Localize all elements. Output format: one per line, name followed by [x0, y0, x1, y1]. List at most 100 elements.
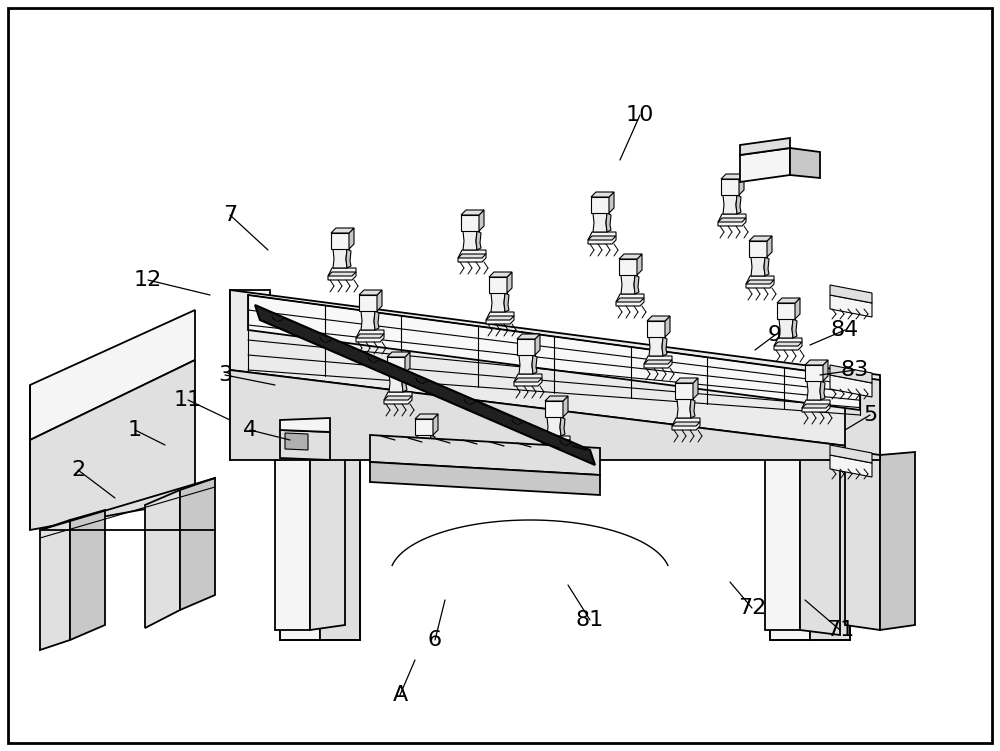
- Polygon shape: [792, 319, 797, 338]
- Polygon shape: [479, 210, 484, 231]
- Polygon shape: [328, 272, 356, 276]
- Polygon shape: [387, 357, 405, 373]
- Polygon shape: [647, 321, 665, 337]
- Polygon shape: [70, 510, 105, 640]
- Polygon shape: [377, 290, 382, 311]
- Polygon shape: [461, 210, 484, 215]
- Polygon shape: [767, 236, 772, 257]
- Text: 4: 4: [243, 420, 257, 440]
- Polygon shape: [662, 337, 667, 356]
- Polygon shape: [823, 360, 828, 381]
- Polygon shape: [830, 365, 872, 383]
- Polygon shape: [461, 215, 479, 231]
- Polygon shape: [230, 370, 880, 460]
- Polygon shape: [830, 295, 872, 317]
- Polygon shape: [721, 174, 744, 179]
- Polygon shape: [619, 259, 637, 275]
- Polygon shape: [145, 490, 180, 628]
- Polygon shape: [535, 334, 540, 355]
- Polygon shape: [458, 254, 486, 258]
- Polygon shape: [588, 236, 616, 240]
- Polygon shape: [405, 352, 410, 373]
- Polygon shape: [830, 445, 872, 463]
- Text: 3: 3: [218, 365, 232, 385]
- Polygon shape: [285, 433, 308, 450]
- Polygon shape: [634, 275, 639, 294]
- Polygon shape: [746, 276, 774, 288]
- Polygon shape: [649, 337, 663, 356]
- Polygon shape: [749, 236, 772, 241]
- Text: 84: 84: [831, 320, 859, 340]
- Polygon shape: [489, 277, 507, 293]
- Polygon shape: [384, 396, 412, 400]
- Polygon shape: [333, 249, 347, 268]
- Text: 83: 83: [841, 360, 869, 380]
- Polygon shape: [621, 275, 635, 294]
- Polygon shape: [331, 233, 349, 249]
- Polygon shape: [30, 360, 195, 530]
- Polygon shape: [310, 455, 345, 630]
- Polygon shape: [320, 460, 360, 640]
- Polygon shape: [736, 195, 741, 214]
- Polygon shape: [370, 435, 600, 475]
- Polygon shape: [489, 272, 512, 277]
- Text: 7: 7: [223, 205, 237, 225]
- Polygon shape: [647, 316, 670, 321]
- Polygon shape: [770, 460, 810, 640]
- Polygon shape: [504, 293, 509, 312]
- Polygon shape: [389, 373, 403, 392]
- Polygon shape: [40, 520, 70, 650]
- Polygon shape: [765, 455, 800, 630]
- Text: 2: 2: [71, 460, 85, 480]
- Polygon shape: [740, 138, 790, 155]
- Polygon shape: [542, 440, 570, 444]
- Polygon shape: [387, 352, 410, 357]
- Polygon shape: [180, 478, 215, 610]
- Polygon shape: [820, 381, 825, 400]
- Polygon shape: [415, 414, 438, 419]
- Polygon shape: [331, 228, 354, 233]
- Polygon shape: [328, 268, 356, 280]
- Polygon shape: [805, 365, 823, 381]
- Polygon shape: [774, 342, 802, 346]
- Polygon shape: [514, 378, 542, 382]
- Polygon shape: [507, 272, 512, 293]
- Polygon shape: [779, 319, 793, 338]
- Polygon shape: [593, 213, 607, 232]
- Polygon shape: [430, 435, 435, 454]
- Polygon shape: [802, 400, 830, 412]
- Polygon shape: [370, 462, 600, 495]
- Polygon shape: [517, 334, 540, 339]
- Polygon shape: [777, 298, 800, 303]
- Polygon shape: [723, 195, 737, 214]
- Polygon shape: [805, 360, 828, 365]
- Text: 12: 12: [134, 270, 162, 290]
- Polygon shape: [542, 436, 570, 448]
- Polygon shape: [880, 452, 915, 630]
- Polygon shape: [359, 295, 377, 311]
- Polygon shape: [616, 294, 644, 306]
- Polygon shape: [374, 311, 379, 330]
- Polygon shape: [830, 285, 872, 303]
- Polygon shape: [675, 378, 698, 383]
- Polygon shape: [644, 360, 672, 364]
- Polygon shape: [563, 396, 568, 417]
- Polygon shape: [486, 312, 514, 324]
- Polygon shape: [280, 418, 330, 432]
- Polygon shape: [693, 378, 698, 399]
- Polygon shape: [718, 214, 746, 226]
- Polygon shape: [591, 197, 609, 213]
- Polygon shape: [463, 231, 477, 250]
- Polygon shape: [402, 373, 407, 392]
- Text: 1: 1: [128, 420, 142, 440]
- Text: 71: 71: [826, 620, 854, 640]
- Polygon shape: [619, 254, 642, 259]
- Polygon shape: [30, 310, 195, 440]
- Text: 5: 5: [863, 405, 877, 425]
- Polygon shape: [606, 213, 611, 232]
- Polygon shape: [280, 460, 320, 640]
- Polygon shape: [514, 374, 542, 386]
- Polygon shape: [721, 179, 739, 195]
- Polygon shape: [609, 192, 614, 213]
- Polygon shape: [810, 460, 850, 640]
